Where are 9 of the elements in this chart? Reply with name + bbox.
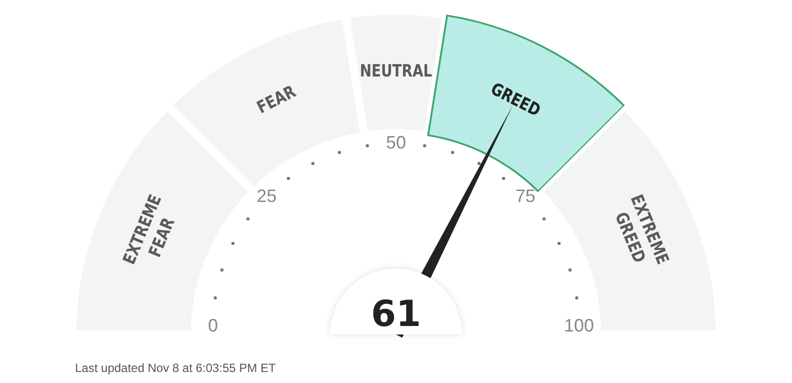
text: 0 xyxy=(208,315,218,336)
slice-label: NEUTRAL xyxy=(360,61,432,81)
slice-label: FEAR xyxy=(254,82,299,118)
text: 100 xyxy=(564,315,594,336)
text: Last updated Nov 8 at 6:03:55 PM ET xyxy=(75,361,276,375)
text: 61 xyxy=(370,294,422,335)
text: 75 xyxy=(515,186,536,206)
text: 25 xyxy=(256,186,277,206)
text: 50 xyxy=(386,132,406,152)
